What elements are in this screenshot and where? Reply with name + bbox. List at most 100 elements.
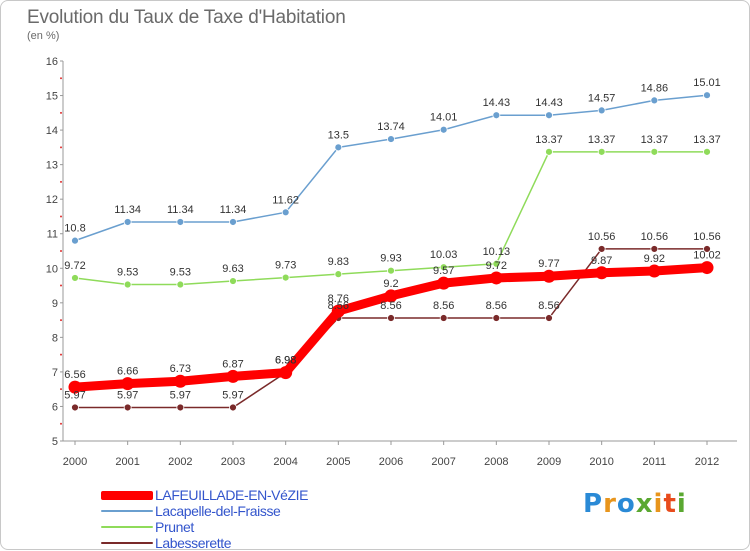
data-point [597, 147, 606, 156]
y-tick-label: 5 [52, 436, 58, 448]
data-label: 14.43 [483, 97, 511, 109]
data-label: 14.86 [641, 82, 669, 94]
data-point [279, 366, 293, 380]
legend-item-labesserette: Labesserette [101, 535, 401, 551]
legend-swatch [101, 510, 153, 512]
data-label: 14.43 [535, 97, 563, 109]
data-label: 9.72 [486, 260, 507, 272]
data-label: 6.98 [275, 355, 296, 367]
data-label: 9.57 [433, 265, 454, 277]
data-point [647, 264, 661, 278]
data-point [68, 380, 82, 394]
data-point [334, 270, 343, 279]
y-minor-tick [60, 77, 62, 80]
y-tick-label: 13 [46, 160, 58, 172]
data-point [650, 147, 659, 156]
data-label: 9.72 [64, 260, 85, 272]
data-point [703, 245, 711, 253]
data-point [545, 314, 553, 322]
chart-subtitle: (en %) [27, 30, 60, 42]
data-point [71, 236, 79, 245]
data-point [439, 314, 448, 322]
y-minor-tick [60, 146, 62, 149]
data-label: 8.56 [328, 300, 349, 312]
data-point [226, 369, 240, 383]
y-minor-tick [60, 215, 62, 218]
data-label: 9.93 [380, 253, 401, 265]
data-point [229, 403, 237, 412]
y-tick-label: 16 [46, 56, 58, 68]
y-tick-label: 12 [46, 194, 58, 206]
y-tick-label: 9 [52, 298, 58, 310]
data-label: 9.87 [591, 255, 612, 267]
data-point [595, 266, 609, 280]
data-point [387, 135, 395, 143]
data-point [123, 280, 132, 289]
y-minor-tick [60, 388, 62, 391]
data-label: 13.37 [641, 134, 669, 146]
data-label: 9.73 [275, 260, 296, 272]
data-point [123, 403, 132, 412]
legend-swatch [101, 542, 153, 544]
data-label: 8.56 [538, 300, 559, 312]
data-label: 14.01 [430, 112, 458, 124]
data-label: 5.97 [117, 389, 138, 401]
legend-label: Prunet [155, 519, 194, 535]
data-label: 10.56 [641, 231, 669, 243]
data-label: 11.34 [220, 204, 247, 216]
brand-letter: t [663, 489, 677, 519]
data-point [281, 208, 290, 217]
x-tick-label: 2001 [115, 456, 139, 468]
data-label: 5.97 [64, 389, 85, 401]
data-label: 6.56 [64, 369, 85, 381]
x-tick-label: 2005 [326, 456, 350, 468]
y-minor-tick [60, 111, 62, 114]
legend: LAFEUILLADE-EN-VéZIE Lacapelle-del-Frais… [101, 487, 401, 551]
x-tick-label: 2002 [168, 456, 192, 468]
legend-label: Labesserette [155, 535, 232, 551]
data-point [597, 106, 606, 115]
y-minor-tick [60, 422, 62, 425]
brand-letter: i [676, 489, 687, 519]
data-label: 9.2 [383, 278, 398, 290]
data-label: 10.02 [693, 250, 721, 262]
legend-item-lafeuillade: LAFEUILLADE-EN-VéZIE [101, 487, 401, 503]
data-label: 10.13 [483, 246, 511, 258]
data-point [281, 273, 290, 282]
y-minor-tick [60, 284, 62, 287]
data-point [123, 218, 132, 226]
y-tick-label: 11 [47, 229, 58, 241]
x-tick-label: 2011 [643, 456, 667, 468]
data-label: 8.56 [433, 300, 454, 312]
data-point [176, 218, 185, 226]
data-point [492, 314, 501, 322]
data-label: 9.83 [328, 256, 349, 268]
data-point [439, 125, 448, 134]
brand-letter: o [616, 489, 636, 519]
data-label: 6.66 [117, 366, 138, 378]
data-point [545, 147, 553, 156]
data-label: 11.62 [272, 194, 299, 206]
data-point [176, 280, 185, 289]
data-point [700, 261, 714, 275]
y-minor-tick [60, 180, 62, 183]
data-point [650, 245, 659, 253]
data-point [387, 314, 395, 322]
y-minor-tick [60, 250, 62, 252]
data-point [331, 304, 345, 318]
legend-label: LAFEUILLADE-EN-VéZIE [155, 487, 309, 503]
data-label: 13.37 [693, 134, 721, 146]
data-point [650, 96, 659, 105]
data-label: 13.5 [328, 129, 349, 141]
data-label: 13.37 [588, 134, 616, 146]
x-tick-label: 2004 [273, 456, 297, 468]
data-point [439, 263, 448, 272]
data-point [545, 111, 553, 120]
data-point [489, 271, 503, 285]
data-label: 13.74 [377, 121, 405, 133]
data-point [71, 274, 79, 282]
series-line [74, 94, 708, 242]
data-label: 8.56 [380, 300, 401, 312]
